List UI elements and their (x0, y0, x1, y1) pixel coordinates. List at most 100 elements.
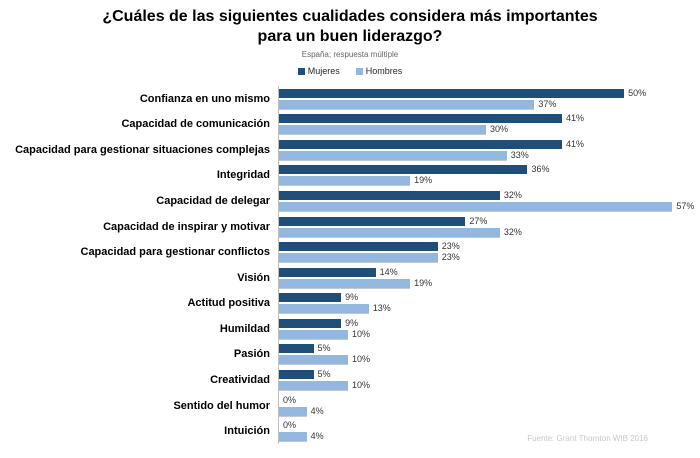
bar-line-mujeres: 23% (279, 242, 700, 252)
bar-mujeres (279, 165, 528, 175)
bar-mujeres (279, 318, 342, 328)
category-bars: 14% 19% (278, 264, 700, 291)
bar-line-hombres: 13% (279, 303, 700, 314)
chart-row: Capacidad de delegar 32% 57% (0, 188, 700, 214)
bar-line-mujeres: 5% (279, 343, 700, 354)
value-label: 27% (469, 215, 488, 226)
bar-line-hombres: 10% (279, 355, 700, 365)
bar-line-mujeres: 32% (279, 190, 700, 201)
chart-row: Capacidad de comunicación 41% 30% (0, 111, 700, 138)
chart-row: Sentido del humor 0% 4% (0, 392, 700, 419)
bar-line-hombres: 57% (279, 201, 700, 212)
value-label: 32% (503, 190, 522, 201)
bar-line-hombres: 33% (279, 149, 700, 160)
bar-hombres (279, 432, 307, 442)
value-label: 4% (310, 405, 324, 416)
category-bars: 32% 57% (278, 188, 700, 214)
chart-row: Capacidad para gestionar situaciones com… (0, 137, 700, 163)
category-label: Creatividad (210, 373, 270, 386)
chart-row: Integridad 36% 19% (0, 162, 700, 189)
bar-hombres (279, 150, 507, 160)
bar-hombres (279, 380, 349, 390)
category-label: Capacidad para gestionar conflictos (80, 246, 271, 259)
bar-line-mujeres: 5% (279, 369, 700, 379)
category-label: Confianza en uno mismo (139, 92, 270, 105)
category-bars: 5% 10% (278, 341, 700, 368)
category-bars: 0% 4% (278, 418, 700, 444)
bar-hombres (279, 304, 369, 314)
bar-hombres (279, 125, 487, 135)
category-bars: 23% 23% (278, 239, 700, 265)
value-label: 0% (283, 394, 297, 405)
bar-hombres (279, 202, 673, 212)
bar-mujeres (279, 191, 500, 201)
value-label: 19% (414, 277, 433, 288)
bar-line-mujeres: 14% (279, 266, 700, 277)
category-label: Pasión (233, 348, 270, 361)
chart-row: Confianza en uno mismo 50% 37% (0, 86, 700, 112)
category-bars: 41% 33% (278, 137, 700, 163)
bar-hombres (279, 329, 349, 339)
bar-line-hombres: 37% (279, 98, 700, 109)
value-label: 10% (352, 328, 371, 339)
bar-line-mujeres: 9% (279, 318, 700, 328)
value-label: 5% (317, 343, 331, 354)
value-label: 57% (676, 201, 695, 212)
bar-mujeres (279, 88, 625, 98)
category-bars: 5% 10% (278, 367, 700, 393)
value-label: 33% (510, 149, 529, 160)
bar-mujeres (279, 216, 466, 226)
bar-line-mujeres: 0% (279, 394, 700, 405)
chart-row: Pasión 5% 10% (0, 341, 700, 368)
plot-area: Confianza en uno mismo 50% 37% Capacidad de… (0, 86, 700, 444)
bar-hombres (279, 253, 438, 263)
chart-row: Visión 14% 19% (0, 264, 700, 291)
category-bars: 50% 37% (278, 86, 700, 112)
bar-mujeres (279, 369, 314, 379)
value-label: 30% (490, 124, 509, 135)
bar-hombres (279, 176, 411, 186)
category-bars: 9% 13% (278, 290, 700, 317)
value-label: 14% (379, 266, 398, 277)
bar-line-mujeres: 41% (279, 138, 700, 149)
legend-label-mujeres: Mujeres (307, 66, 340, 76)
bar-line-hombres: 23% (279, 252, 700, 263)
bar-mujeres (279, 293, 342, 303)
bar-line-hombres: 19% (279, 277, 700, 288)
chart-row: Intuición 0% 4% (0, 418, 700, 444)
bar-hombres (279, 406, 307, 416)
category-label: Capacidad de comunicación (121, 118, 270, 131)
rows: Confianza en uno mismo 50% 37% Capacidad de… (0, 86, 700, 444)
category-label: Integridad (216, 169, 270, 182)
value-label: 32% (503, 226, 522, 237)
bar-hombres (279, 99, 535, 109)
category-bars: 36% 19% (278, 162, 700, 189)
value-label: 9% (345, 292, 359, 303)
bar-line-mujeres: 9% (279, 292, 700, 303)
category-label: Visión (237, 271, 270, 284)
category-label: Capacidad de delegar (156, 195, 270, 208)
chart-title-line-1: ¿Cuáles de las siguientes cualidades con… (102, 8, 598, 25)
bar-hombres (279, 355, 349, 365)
chart-row: Capacidad de inspirar y motivar 27% 32% (0, 213, 700, 240)
value-label: 13% (372, 303, 391, 314)
category-label: Capacidad de inspirar y motivar (103, 220, 270, 233)
bar-mujeres (279, 242, 438, 252)
value-label: 36% (531, 164, 550, 175)
value-label: 23% (441, 252, 460, 263)
value-label: 41% (565, 138, 584, 149)
chart-subtitle: España; respuesta múltiple (301, 50, 399, 59)
category-label: Humildad (219, 322, 270, 335)
legend-item-hombres: Hombres (355, 66, 402, 76)
category-bars: 27% 32% (278, 213, 700, 240)
bar-mujeres (279, 267, 376, 277)
value-label: 37% (538, 98, 557, 109)
value-label: 10% (352, 379, 371, 390)
chart-row: Actitud positiva 9% 13% (0, 290, 700, 317)
bar-mujeres (279, 139, 562, 149)
bar-line-hombres: 10% (279, 379, 700, 390)
value-label: 19% (414, 175, 433, 186)
bar-line-mujeres: 50% (279, 88, 700, 98)
bar-line-mujeres: 0% (279, 421, 700, 430)
